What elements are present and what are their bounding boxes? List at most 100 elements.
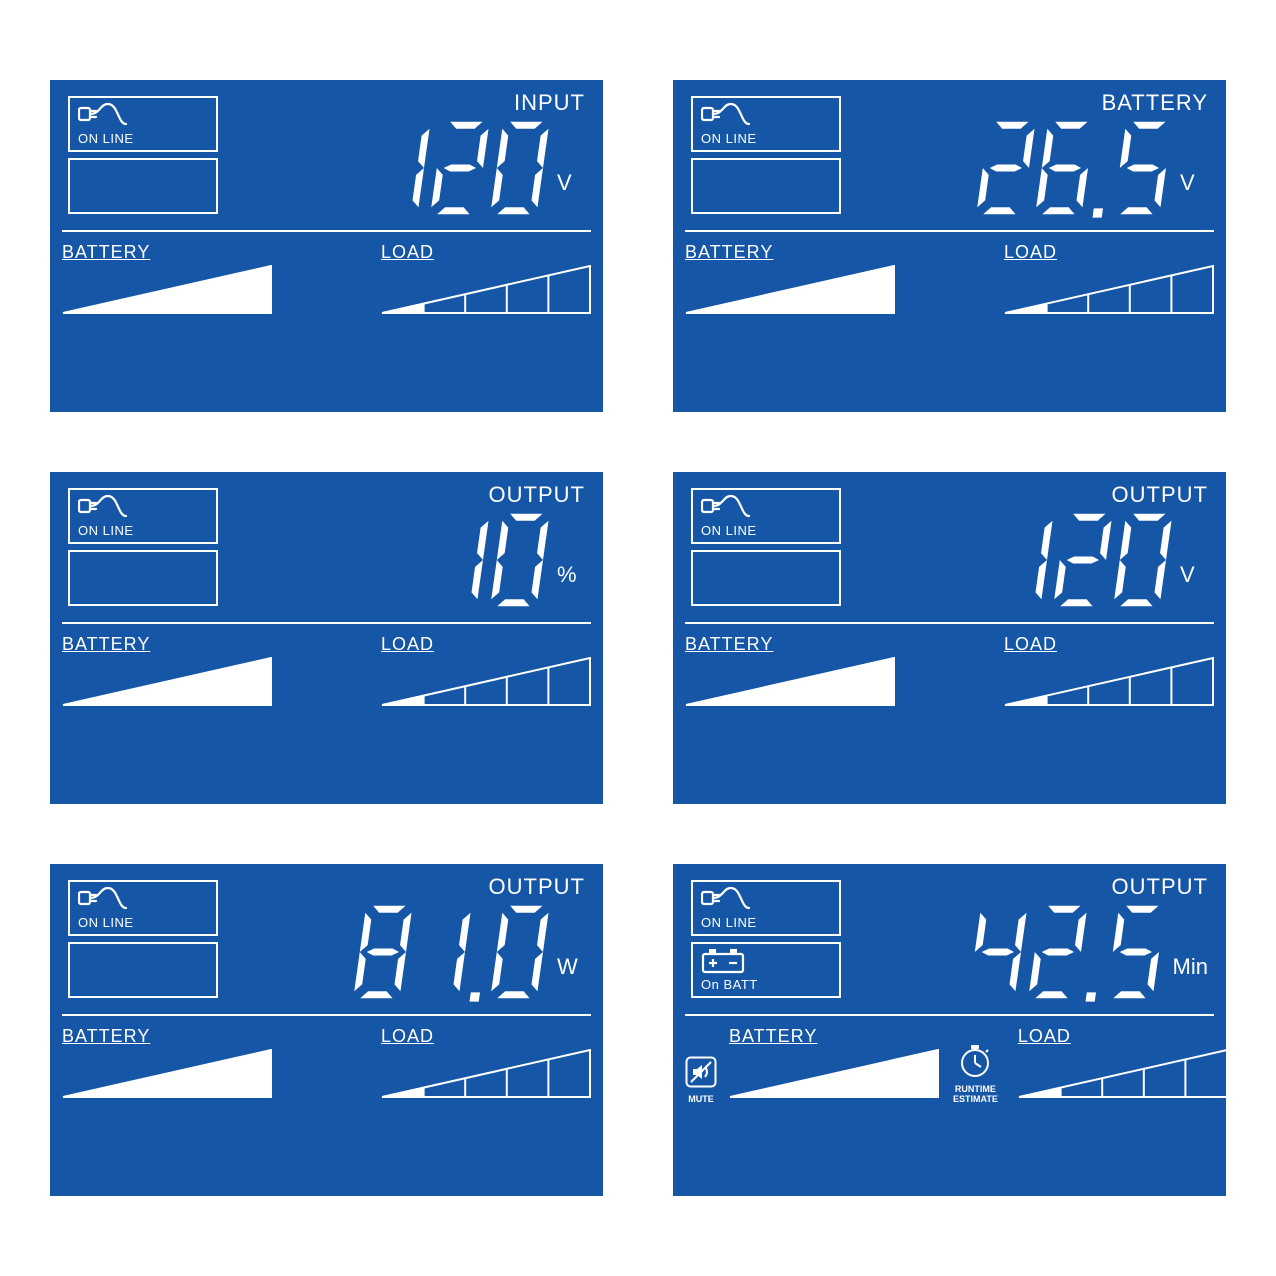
divider bbox=[685, 230, 1214, 232]
battery-meter: BATTERY bbox=[685, 634, 895, 712]
ups-lcd-panel: ON LINE BATTERY V BATTERY LOAD bbox=[673, 80, 1226, 412]
status-box-online: ON LINE bbox=[691, 96, 841, 152]
battery-meter: BATTERY bbox=[62, 634, 272, 712]
meters-row: BATTERY LOAD bbox=[62, 242, 591, 320]
runtime-label: RUNTIMEESTIMATE bbox=[953, 1085, 998, 1104]
meters-row: BATTERY LOAD bbox=[685, 242, 1214, 320]
plug-icon bbox=[701, 102, 751, 133]
readout-unit: V bbox=[1180, 170, 1208, 220]
battery-meter-label: BATTERY bbox=[62, 634, 272, 655]
battery-meter: BATTERY bbox=[685, 242, 895, 320]
divider bbox=[62, 230, 591, 232]
clock-icon bbox=[958, 1044, 992, 1083]
load-meter-label: LOAD bbox=[1004, 242, 1214, 263]
status-column: ON LINE bbox=[68, 880, 218, 1004]
readout: OUTPUT Min bbox=[969, 874, 1208, 1004]
load-meter-bar bbox=[381, 1049, 591, 1104]
battery-meter-label: BATTERY bbox=[685, 634, 895, 655]
load-meter: LOAD bbox=[1018, 1026, 1228, 1104]
load-meter-bar bbox=[1018, 1049, 1228, 1104]
readout-param: BATTERY bbox=[977, 90, 1208, 116]
readout: OUTPUT % bbox=[431, 482, 585, 612]
status-column: ON LINE bbox=[68, 488, 218, 612]
battery-meter-bar bbox=[62, 657, 272, 712]
status-column: ON LINE bbox=[691, 96, 841, 220]
status-box-secondary bbox=[68, 158, 218, 214]
plug-icon bbox=[78, 494, 128, 525]
load-meter: LOAD bbox=[381, 634, 591, 712]
readout-unit: Min bbox=[1173, 954, 1208, 1004]
readout-value bbox=[372, 116, 549, 220]
battery-meter-label: BATTERY bbox=[729, 1026, 939, 1047]
load-meter-label: LOAD bbox=[1018, 1026, 1228, 1047]
status-box-secondary: On BATT bbox=[691, 942, 841, 998]
meters-row: MUTE BATTERY RUNTIMEESTIMATE LOAD bbox=[685, 1026, 1214, 1104]
ups-lcd-panel: ON LINE INPUT V BATTERY LOAD bbox=[50, 80, 603, 412]
readout-value bbox=[969, 900, 1164, 1004]
readout: INPUT V bbox=[372, 90, 585, 220]
battery-meter: BATTERY bbox=[62, 1026, 272, 1104]
load-meter: LOAD bbox=[381, 242, 591, 320]
status-box-online: ON LINE bbox=[691, 488, 841, 544]
plug-icon bbox=[78, 886, 128, 917]
meters-row: BATTERY LOAD bbox=[62, 1026, 591, 1104]
status-box-online: ON LINE bbox=[691, 880, 841, 936]
plug-icon bbox=[701, 494, 751, 525]
mute-label: MUTE bbox=[688, 1095, 714, 1104]
ups-lcd-panel: ON LINE OUTPUT V BATTERY LOAD bbox=[673, 472, 1226, 804]
mute-indicator: MUTE bbox=[685, 1056, 717, 1104]
plug-icon bbox=[78, 102, 128, 133]
status-box-online: ON LINE bbox=[68, 96, 218, 152]
divider bbox=[685, 1014, 1214, 1016]
load-meter-label: LOAD bbox=[381, 634, 591, 655]
status-box-secondary bbox=[68, 550, 218, 606]
load-meter-bar bbox=[1004, 265, 1214, 320]
mute-icon bbox=[685, 1056, 717, 1093]
runtime-indicator: RUNTIMEESTIMATE bbox=[953, 1044, 998, 1104]
ups-lcd-panel: ON LINE On BATT OUTPUT Min MUTE BATTERY bbox=[673, 864, 1226, 1196]
battery-meter-bar bbox=[62, 1049, 272, 1104]
battery-meter-label: BATTERY bbox=[62, 1026, 272, 1047]
status-box-online: ON LINE bbox=[68, 880, 218, 936]
readout-value bbox=[995, 508, 1172, 612]
load-meter: LOAD bbox=[381, 1026, 591, 1104]
load-meter-label: LOAD bbox=[381, 1026, 591, 1047]
meters-row: BATTERY LOAD bbox=[685, 634, 1214, 712]
battery-meter-bar bbox=[729, 1049, 939, 1104]
meters-row: BATTERY LOAD bbox=[62, 634, 591, 712]
readout-unit: W bbox=[557, 954, 585, 1004]
load-meter: LOAD bbox=[1004, 634, 1214, 712]
load-meter: LOAD bbox=[1004, 242, 1214, 320]
readout-value bbox=[977, 116, 1172, 220]
ups-lcd-panel: ON LINE OUTPUT % BATTERY LOAD bbox=[50, 472, 603, 804]
battery-meter-label: BATTERY bbox=[62, 242, 272, 263]
readout-value bbox=[354, 900, 549, 1004]
status-column: ON LINE bbox=[691, 488, 841, 612]
readout-param: OUTPUT bbox=[354, 874, 585, 900]
readout-unit: V bbox=[557, 170, 585, 220]
readout-unit: V bbox=[1180, 562, 1208, 612]
battery-meter-label: BATTERY bbox=[685, 242, 895, 263]
battery-meter-bar bbox=[685, 657, 895, 712]
load-meter-bar bbox=[1004, 657, 1214, 712]
status-label: ON LINE bbox=[78, 131, 134, 146]
battery-meter: BATTERY bbox=[729, 1026, 939, 1104]
status-box-secondary bbox=[691, 550, 841, 606]
battery-meter-bar bbox=[685, 265, 895, 320]
load-meter-label: LOAD bbox=[381, 242, 591, 263]
readout: BATTERY V bbox=[977, 90, 1208, 220]
status-label: ON LINE bbox=[701, 915, 757, 930]
status-label: ON LINE bbox=[78, 915, 134, 930]
divider bbox=[62, 1014, 591, 1016]
status-column: ON LINE On BATT bbox=[691, 880, 841, 1004]
status-label: ON LINE bbox=[701, 131, 757, 146]
readout-param: INPUT bbox=[372, 90, 585, 116]
plug-icon bbox=[701, 886, 751, 917]
battery-meter-bar bbox=[62, 265, 272, 320]
battery-icon bbox=[701, 946, 747, 979]
readout-param: OUTPUT bbox=[995, 482, 1208, 508]
status-label: ON LINE bbox=[701, 523, 757, 538]
load-meter-bar bbox=[381, 265, 591, 320]
readout-value bbox=[431, 508, 549, 612]
ups-lcd-panel: ON LINE OUTPUT W BATTERY LOAD bbox=[50, 864, 603, 1196]
